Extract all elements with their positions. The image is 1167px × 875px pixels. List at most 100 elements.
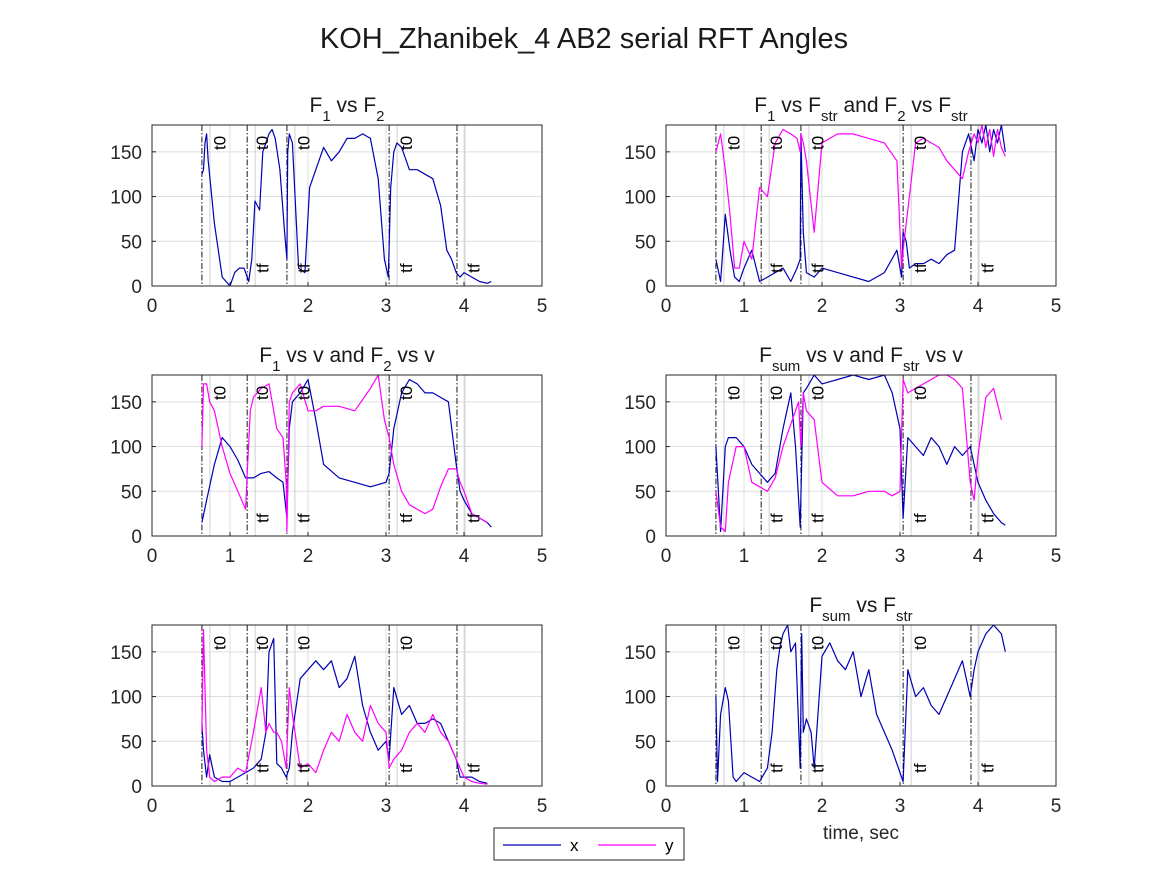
y-tick-label: 150 — [624, 143, 656, 164]
axes-box — [151, 624, 543, 787]
event-label-t0: t0 — [911, 386, 930, 400]
y-tick-label: 100 — [110, 688, 142, 709]
event-label-t0: t0 — [210, 136, 229, 150]
x-tick-label: 4 — [973, 546, 984, 567]
event-label-t0: t0 — [767, 136, 786, 150]
legend-label-x: x — [570, 836, 579, 855]
event-label-tf: tf — [767, 263, 786, 273]
event-label-tf: tf — [295, 513, 314, 523]
event-label-tf: tf — [809, 513, 828, 523]
y-tick-label: 150 — [110, 643, 142, 664]
event-label-tf: tf — [979, 263, 998, 273]
series-line-y — [715, 125, 1006, 269]
x-tick-label: 5 — [1051, 796, 1062, 817]
x-tick-label: 3 — [895, 296, 906, 317]
event-label-tf: tf — [253, 763, 272, 773]
subplot-1: t0 t0 t0 t0 tf tf tf tf 0 1 2 3 5 4 0 50 100 150 F1 vs F2 — [110, 94, 547, 317]
y-tick-label: 100 — [110, 188, 142, 209]
event-label-t0: t0 — [210, 636, 229, 650]
event-label-t0: t0 — [295, 636, 314, 650]
x-tick-label: 1 — [739, 296, 750, 317]
x-tick-label: 2 — [303, 296, 314, 317]
x-tick-label: 0 — [147, 796, 158, 817]
subplot-title: Fsum vs v and Fstr vs v — [759, 344, 963, 375]
event-label-t0: t0 — [767, 636, 786, 650]
x-tick-label: 5 — [537, 546, 548, 567]
y-tick-label: 0 — [131, 277, 142, 298]
event-label-t0: t0 — [397, 636, 416, 650]
event-label-tf: tf — [767, 513, 786, 523]
series-group — [715, 625, 1006, 783]
series-line-y — [201, 628, 488, 785]
x-tick-label: 2 — [303, 796, 314, 817]
series-group — [201, 375, 492, 533]
x-tick-label: 0 — [147, 296, 158, 317]
x-tick-label: 0 — [147, 546, 158, 567]
series-line-x — [201, 637, 488, 784]
event-label-tf: tf — [911, 263, 930, 273]
x-tick-label: 1 — [225, 546, 236, 567]
axes-box — [151, 374, 543, 537]
event-label-tf: tf — [253, 263, 272, 273]
y-tick-label: 50 — [635, 482, 656, 503]
event-label-t0: t0 — [724, 136, 743, 150]
x-tick-label: 2 — [817, 546, 828, 567]
y-tick-label: 50 — [121, 232, 142, 253]
event-label-t0: t0 — [809, 636, 828, 650]
x-tick-label: 3 — [381, 546, 392, 567]
event-label-tf: tf — [465, 263, 484, 273]
series-group — [201, 628, 488, 785]
x-tick-label: 3 — [381, 796, 392, 817]
x-tick-label: 1 — [739, 546, 750, 567]
series-line-x — [715, 375, 1006, 533]
x-tick-label: 0 — [661, 296, 672, 317]
event-label-tf: tf — [397, 263, 416, 273]
x-tick-label: 2 — [303, 546, 314, 567]
x-tick-label: 2 — [817, 296, 828, 317]
series-line-x — [201, 378, 492, 528]
x-tick-label: 1 — [225, 796, 236, 817]
y-tick-label: 100 — [110, 438, 142, 459]
event-label-t0: t0 — [767, 386, 786, 400]
subplot-4: t0 t0 t0 t0 tf tf tf tf 0 1 2 3 5 4 0 50 100 150 Fsum vs v… — [624, 344, 1061, 567]
event-label-t0: t0 — [210, 386, 229, 400]
subplot-title: F1 vs Fstr and F2 vs Fstr — [754, 94, 967, 125]
x-tick-label: 5 — [537, 296, 548, 317]
event-label-tf: tf — [295, 263, 314, 273]
y-tick-label: 100 — [624, 688, 656, 709]
event-label-t0: t0 — [253, 136, 272, 150]
event-label-tf: tf — [979, 513, 998, 523]
axes-box — [151, 124, 543, 287]
subplot-title: Fsum vs Fstr — [809, 594, 912, 625]
x-tick-label: 1 — [225, 296, 236, 317]
legend-label-y: y — [665, 836, 674, 855]
subplot-6: t0 t0 t0 t0 tf tf tf tf 0 1 2 3 5 4 0 50 100 150 Fsum vs F… — [624, 594, 1061, 844]
y-tick-label: 150 — [624, 393, 656, 414]
event-label-tf: tf — [465, 513, 484, 523]
event-label-t0: t0 — [809, 386, 828, 400]
x-tick-label: 3 — [895, 796, 906, 817]
x-tick-label: 4 — [459, 296, 470, 317]
event-label-tf: tf — [465, 763, 484, 773]
x-tick-label: 5 — [1051, 296, 1062, 317]
series-line-y — [201, 375, 488, 533]
figure-title: KOH_Zhanibek_4 AB2 serial RFT Angles — [320, 23, 848, 55]
series-line-y — [715, 375, 1002, 533]
event-label-t0: t0 — [911, 636, 930, 650]
x-tick-label: 3 — [895, 546, 906, 567]
event-label-t0: t0 — [397, 386, 416, 400]
event-label-t0: t0 — [397, 136, 416, 150]
axes-box — [665, 624, 1057, 787]
y-tick-label: 0 — [131, 527, 142, 548]
event-label-t0: t0 — [911, 136, 930, 150]
y-tick-label: 150 — [624, 643, 656, 664]
x-tick-label: 4 — [459, 796, 470, 817]
event-label-t0: t0 — [295, 386, 314, 400]
event-label-tf: tf — [911, 763, 930, 773]
x-tick-label: 4 — [973, 296, 984, 317]
event-label-tf: tf — [911, 513, 930, 523]
series-group — [201, 128, 492, 286]
axes-box — [665, 124, 1057, 287]
x-tick-label: 4 — [459, 546, 470, 567]
